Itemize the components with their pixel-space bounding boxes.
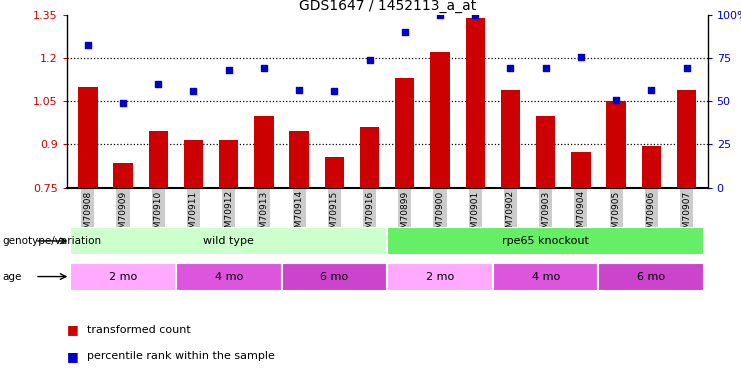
Text: 4 mo: 4 mo bbox=[531, 272, 559, 282]
Text: genotype/variation: genotype/variation bbox=[2, 236, 102, 246]
Text: 6 mo: 6 mo bbox=[320, 272, 348, 282]
Bar bbox=[431, 53, 450, 188]
Bar bbox=[70, 227, 387, 255]
Point bbox=[610, 97, 622, 103]
Text: transformed count: transformed count bbox=[87, 325, 191, 335]
Text: ■: ■ bbox=[67, 350, 82, 363]
Point bbox=[153, 81, 165, 87]
Point bbox=[328, 88, 340, 94]
Point bbox=[645, 87, 657, 93]
Text: rpe65 knockout: rpe65 knockout bbox=[502, 236, 589, 246]
Point bbox=[434, 12, 446, 18]
Point bbox=[680, 65, 692, 71]
Text: 4 mo: 4 mo bbox=[215, 272, 243, 282]
Bar bbox=[599, 262, 704, 291]
Text: ■: ■ bbox=[67, 324, 82, 336]
Bar bbox=[78, 87, 98, 188]
Point bbox=[539, 65, 551, 71]
Bar bbox=[571, 152, 591, 188]
Text: 2 mo: 2 mo bbox=[109, 272, 137, 282]
Point bbox=[399, 29, 411, 35]
Bar bbox=[642, 146, 661, 188]
Bar bbox=[501, 90, 520, 188]
Bar bbox=[465, 18, 485, 188]
Point bbox=[364, 57, 376, 63]
Text: age: age bbox=[2, 272, 21, 282]
Bar bbox=[254, 116, 273, 188]
Bar bbox=[219, 140, 239, 188]
Bar bbox=[387, 227, 704, 255]
Bar bbox=[184, 140, 203, 188]
Point bbox=[258, 65, 270, 71]
Point bbox=[223, 67, 235, 73]
Text: 2 mo: 2 mo bbox=[426, 272, 454, 282]
Bar bbox=[677, 90, 697, 188]
Point bbox=[293, 87, 305, 93]
Point bbox=[575, 54, 587, 60]
Bar bbox=[282, 262, 387, 291]
Bar bbox=[113, 163, 133, 188]
Point bbox=[505, 65, 516, 71]
Text: wild type: wild type bbox=[203, 236, 254, 246]
Text: 6 mo: 6 mo bbox=[637, 272, 665, 282]
Bar bbox=[149, 132, 168, 188]
Bar bbox=[395, 78, 414, 188]
Point bbox=[117, 100, 129, 106]
Bar bbox=[606, 101, 625, 188]
Bar bbox=[290, 132, 309, 188]
Point bbox=[82, 42, 94, 48]
Bar bbox=[536, 116, 555, 188]
Point bbox=[469, 12, 481, 18]
Bar bbox=[493, 262, 599, 291]
Bar bbox=[360, 127, 379, 188]
Bar bbox=[176, 262, 282, 291]
Bar bbox=[387, 262, 493, 291]
Title: GDS1647 / 1452113_a_at: GDS1647 / 1452113_a_at bbox=[299, 0, 476, 13]
Point bbox=[187, 88, 199, 94]
Bar bbox=[70, 262, 176, 291]
Bar bbox=[325, 158, 344, 188]
Text: percentile rank within the sample: percentile rank within the sample bbox=[87, 351, 276, 361]
